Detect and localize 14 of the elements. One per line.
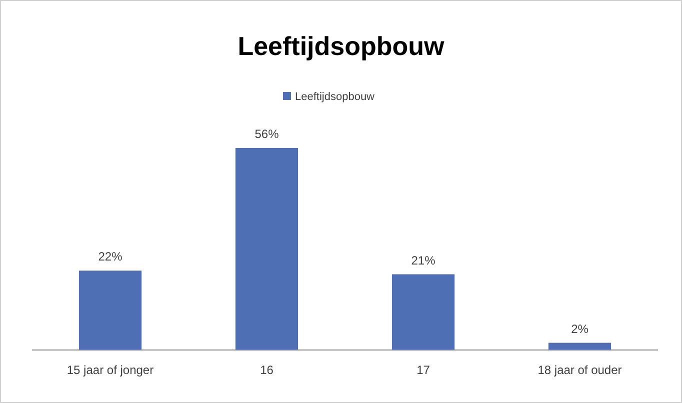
data-label: 22% [98,250,123,264]
chart-title: Leeftijdsopbouw [238,31,446,61]
data-label: 2% [571,322,589,336]
x-tick-label: 16 [260,363,274,377]
legend-label: Leeftijdsopbouw [295,91,375,103]
bar [548,342,612,350]
bar [392,274,455,350]
x-tick-label: 18 jaar of ouder [538,363,622,377]
data-label: 21% [411,253,436,268]
x-tick-label: 17 [416,363,430,377]
bar [235,148,298,350]
data-label: 56% [254,127,280,141]
x-tick-label: 15 jaar of jonger [66,363,154,377]
bar [78,270,142,350]
